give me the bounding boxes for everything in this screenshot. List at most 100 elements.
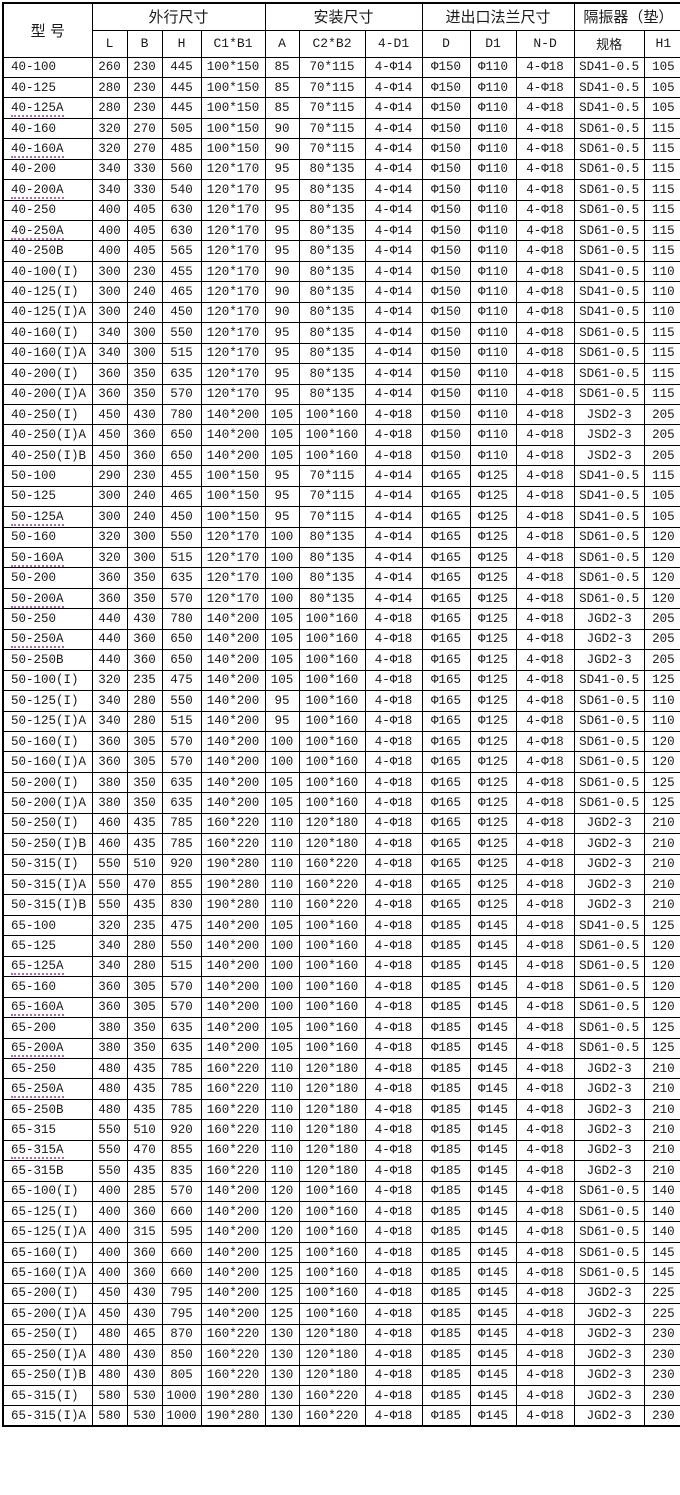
table-row: 50-125 300 240 465 100*150 95 70*115 4-Φ14 Φ165 Φ… xyxy=(2,485,680,508)
value-cell: 4-Φ18 xyxy=(515,690,575,712)
model-cell: 65-125 xyxy=(2,935,93,957)
value-cell: 340 xyxy=(91,690,128,712)
model-cell: 65-100(I) xyxy=(2,1180,93,1203)
value-cell: 4-Φ18 xyxy=(364,996,423,1019)
value-cell: 140 xyxy=(643,1200,680,1223)
table-row: 50-125(I) 340 280 550 140*200 95 100*160 4-Φ18 Φ… xyxy=(2,690,680,712)
value-cell: 400 xyxy=(91,1180,128,1203)
model-label: 40-125(I)A xyxy=(11,305,87,320)
value-cell: 4-Φ18 xyxy=(515,710,575,732)
value-cell: 1000 xyxy=(161,1405,202,1427)
model-label: 50-125(I) xyxy=(11,693,79,708)
value-cell: Φ185 xyxy=(421,1160,471,1182)
value-cell: 70*115 xyxy=(298,76,366,99)
value-cell: 115 xyxy=(643,322,680,344)
value-cell: 560 xyxy=(161,158,202,181)
model-label: 50-315(I)B xyxy=(11,898,87,913)
table-row: 50-200(I)A 380 350 635 140*200 105 100*160 4-Φ1… xyxy=(2,792,680,814)
value-cell: 95 xyxy=(264,342,300,365)
value-cell: 115 xyxy=(643,138,680,160)
value-cell: 450 xyxy=(161,301,202,324)
value-cell: 280 xyxy=(126,690,163,712)
value-cell: 660 xyxy=(161,1241,202,1264)
table-row: 65-160 360 305 570 140*200 100 100*160 4-Φ18 Φ18… xyxy=(2,976,680,998)
value-cell: JGD2-3 xyxy=(573,1119,645,1141)
value-cell: 4-Φ18 xyxy=(515,322,575,344)
model-cell: 40-100 xyxy=(2,56,93,78)
value-cell: SD61-0.5 xyxy=(573,199,645,222)
value-cell: SD61-0.5 xyxy=(573,1262,645,1284)
value-cell: Φ110 xyxy=(469,383,517,405)
value-cell: 120 xyxy=(643,751,680,773)
value-cell: 4-Φ14 xyxy=(364,587,423,610)
value-cell: SD61-0.5 xyxy=(573,690,645,712)
value-cell: 4-Φ18 xyxy=(515,996,575,1019)
value-cell: JGD2-3 xyxy=(573,873,645,896)
value-cell: 95 xyxy=(264,322,300,344)
value-cell: SD61-0.5 xyxy=(573,526,645,549)
value-cell: SD61-0.5 xyxy=(573,1241,645,1264)
value-cell: 510 xyxy=(126,853,163,876)
value-cell: 105 xyxy=(264,771,300,794)
value-cell: Φ110 xyxy=(469,138,517,160)
value-cell: Φ185 xyxy=(421,1221,471,1243)
value-cell: 570 xyxy=(161,730,202,753)
model-label: 65-125 xyxy=(11,939,57,954)
value-cell: 360 xyxy=(126,444,163,467)
value-cell: 80*135 xyxy=(298,219,366,242)
table-row: 40-100(I) 300 230 455 120*170 90 80*135 4-Φ14 Φ1… xyxy=(2,260,680,283)
value-cell: 160*220 xyxy=(298,1405,366,1427)
value-cell: Φ185 xyxy=(421,996,471,1019)
model-cell: 65-160 xyxy=(2,976,93,998)
table-row: 40-160 320 270 505 100*150 90 70*115 4-Φ14 Φ150 Φ… xyxy=(2,117,680,140)
value-cell: 80*135 xyxy=(298,546,366,569)
value-cell: Φ125 xyxy=(469,485,517,508)
value-cell: 110 xyxy=(264,873,300,896)
value-cell: 100*160 xyxy=(298,1262,366,1284)
value-cell: 80*135 xyxy=(298,342,366,365)
model-cell: 40-125(I)A xyxy=(2,301,93,324)
value-cell: 550 xyxy=(91,894,128,916)
model-label: 65-200A xyxy=(11,1041,64,1058)
value-cell: 140*200 xyxy=(200,792,266,814)
header-group-install-dims: 安装尺寸 xyxy=(264,2,423,31)
value-cell: 570 xyxy=(161,1180,202,1203)
value-cell: 450 xyxy=(91,444,128,467)
value-cell: 785 xyxy=(161,1078,202,1100)
value-cell: Φ125 xyxy=(469,465,517,487)
value-cell: SD61-0.5 xyxy=(573,322,645,344)
value-cell: 105 xyxy=(643,506,680,528)
value-cell: 145 xyxy=(643,1262,680,1284)
model-label: 40-125A xyxy=(11,101,64,118)
value-cell: 4-Φ18 xyxy=(515,567,575,589)
value-cell: 120*180 xyxy=(298,1057,366,1080)
value-cell: 480 xyxy=(91,1344,128,1366)
value-cell: Φ185 xyxy=(421,1323,471,1346)
value-cell: 120*170 xyxy=(200,342,266,365)
value-cell: 400 xyxy=(91,240,128,262)
value-cell: 4-Φ14 xyxy=(364,240,423,262)
value-cell: 4-Φ14 xyxy=(364,76,423,99)
value-cell: 470 xyxy=(126,873,163,896)
table-row: 40-125(I) 300 240 465 120*170 90 80*135 4-Φ14 Φ1… xyxy=(2,281,680,303)
table-row: 50-250(I)B 460 435 785 160*220 110 120*180 4-Φ1… xyxy=(2,833,680,855)
value-cell: Φ125 xyxy=(469,710,517,732)
model-label: 50-160A xyxy=(11,550,64,567)
value-cell: 70*115 xyxy=(298,138,366,160)
value-cell: Φ185 xyxy=(421,955,471,978)
value-cell: 130 xyxy=(264,1344,300,1366)
value-cell: 100 xyxy=(264,546,300,569)
value-cell: Φ165 xyxy=(421,465,471,487)
model-cell: 65-315 xyxy=(2,1119,93,1141)
value-cell: 450 xyxy=(91,424,128,446)
value-cell: Φ185 xyxy=(421,1303,471,1325)
value-cell: 4-Φ18 xyxy=(364,1180,423,1203)
value-cell: 305 xyxy=(126,976,163,998)
value-cell: Φ125 xyxy=(469,546,517,569)
value-cell: SD61-0.5 xyxy=(573,976,645,998)
value-cell: 140*200 xyxy=(200,710,266,732)
value-cell: SD61-0.5 xyxy=(573,219,645,242)
value-cell: 260 xyxy=(91,56,128,78)
header-model: 型 号 xyxy=(2,2,93,58)
value-cell: JGD2-3 xyxy=(573,649,645,671)
